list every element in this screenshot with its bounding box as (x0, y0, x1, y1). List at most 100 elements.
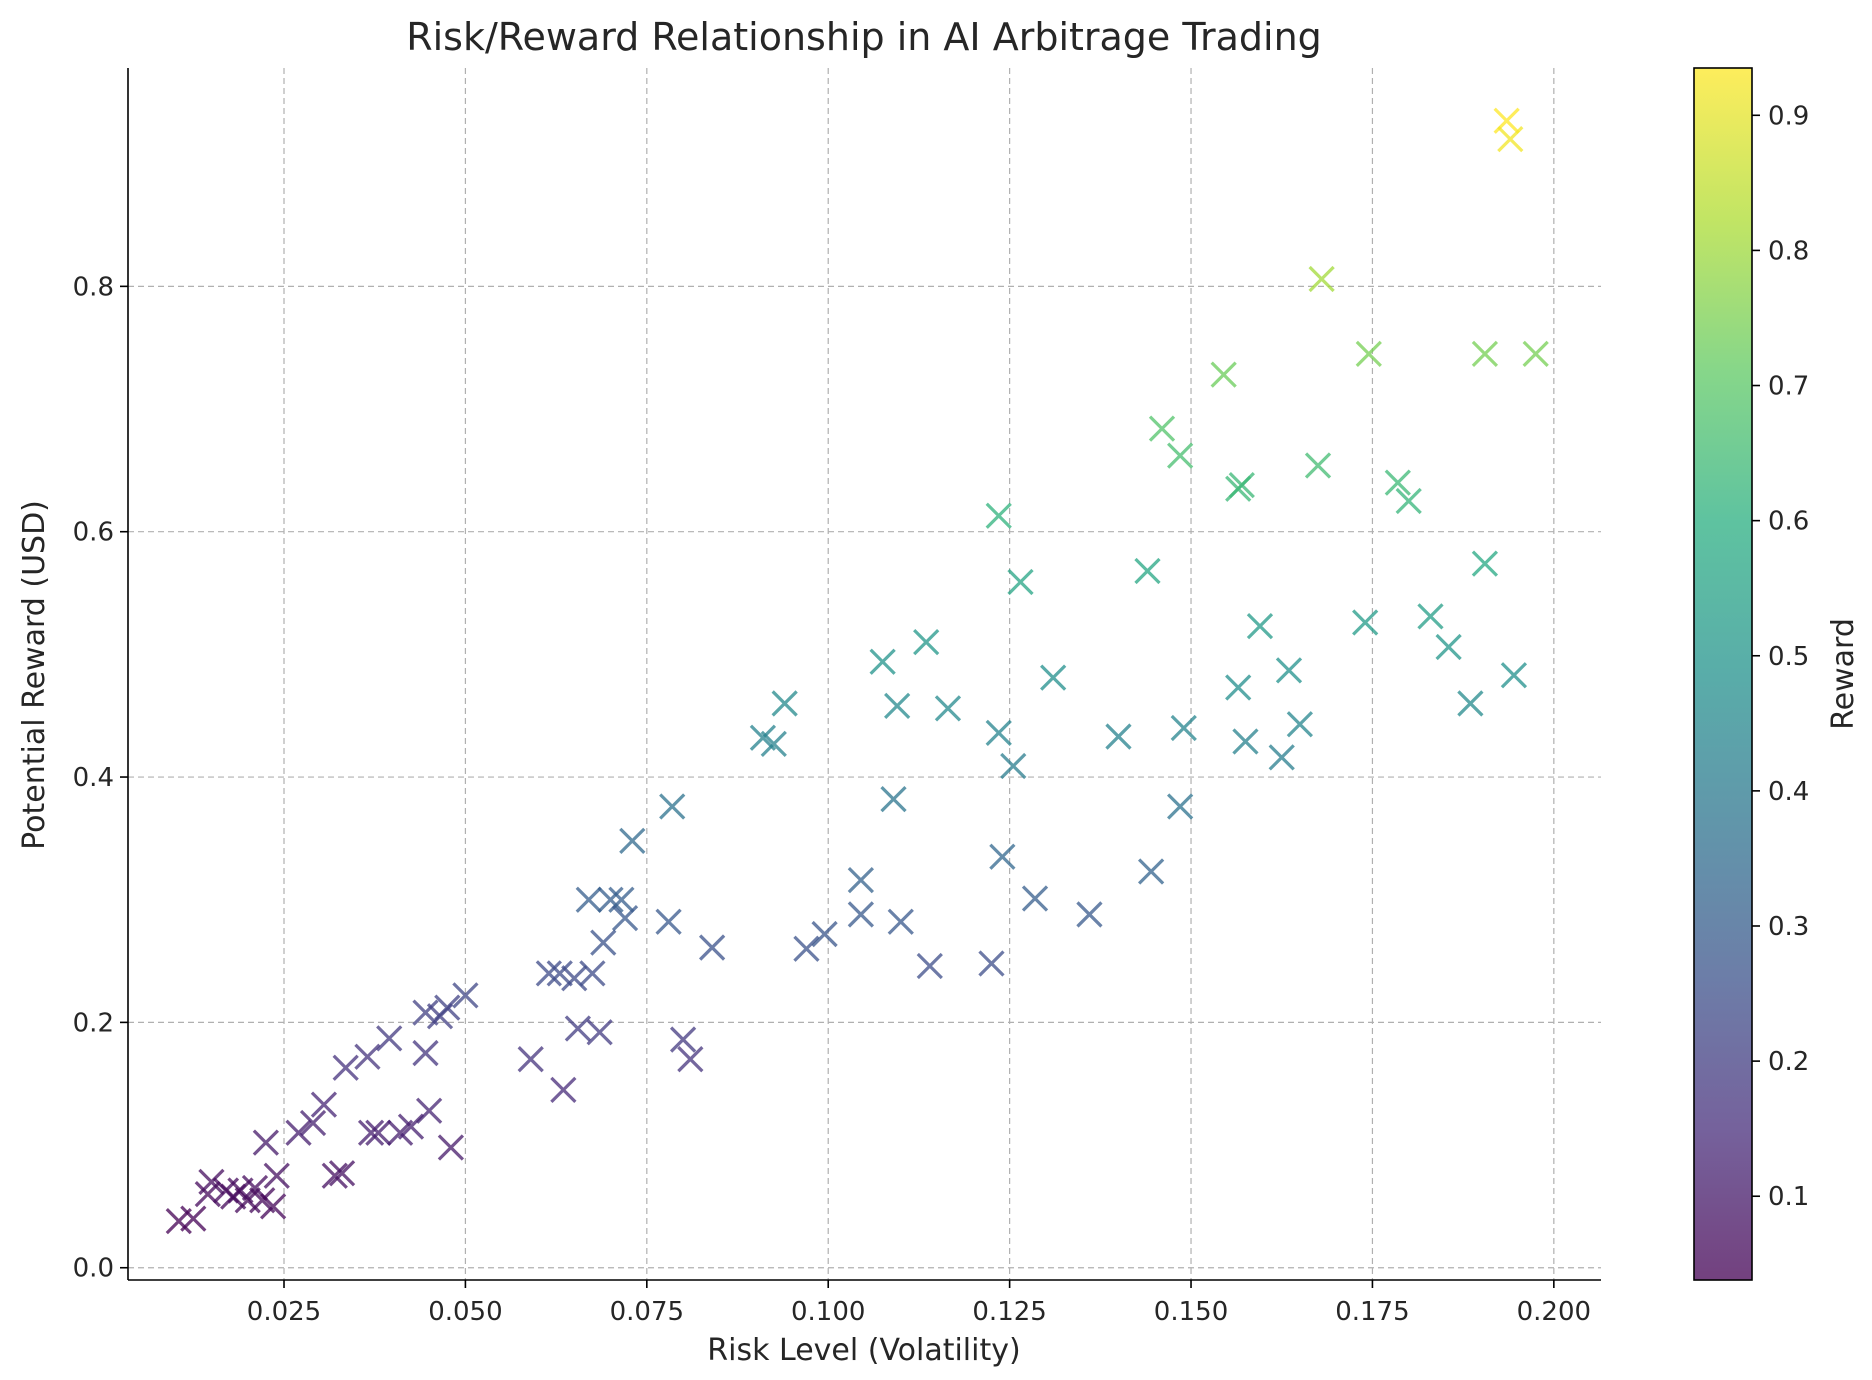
data-point (760, 730, 787, 758)
data-point (1246, 613, 1274, 640)
colorbar-tick-label: 0.6 (1768, 507, 1809, 537)
data-point (1076, 901, 1103, 928)
data-point (437, 1134, 465, 1161)
data-point (1435, 633, 1462, 661)
data-point (1522, 340, 1549, 367)
data-point (1352, 609, 1379, 636)
data-point (655, 908, 682, 935)
data-point (1000, 752, 1027, 780)
x-axis-label: Risk Level (Volatility) (707, 1333, 1020, 1368)
colorbar: 0.1 0.2 0.3 0.4 0.5 0.6 0.7 0.8 0.9 Reward (1693, 67, 1861, 1281)
x-tick-label: 0.100 (791, 1297, 865, 1327)
data-point (1497, 126, 1524, 153)
data-point (357, 1119, 385, 1146)
data-point (310, 1091, 338, 1118)
y-tick-label: 0.4 (73, 763, 114, 793)
data-point (934, 695, 962, 722)
y-tick-label: 0.2 (73, 1008, 114, 1038)
data-point (1384, 469, 1411, 496)
grid-lines (128, 68, 1601, 1280)
data-point (517, 1046, 544, 1073)
colorbar-gradient (1694, 68, 1752, 1280)
colorbar-label: Reward (1826, 618, 1861, 730)
data-point (376, 1025, 403, 1052)
data-point (1471, 550, 1499, 577)
data-point (1040, 664, 1067, 691)
colorbar-tick-label: 0.3 (1768, 912, 1809, 942)
scatter-points (165, 107, 1549, 1235)
data-point (1457, 690, 1484, 717)
colorbar-tick-label: 0.5 (1768, 642, 1809, 672)
x-tick-label: 0.075 (610, 1297, 684, 1327)
data-point (880, 785, 907, 813)
data-point (1500, 662, 1528, 689)
colorbar-tick-label: 0.8 (1768, 236, 1809, 266)
data-point (546, 960, 573, 987)
data-point (1417, 603, 1444, 630)
data-point (1275, 657, 1303, 684)
data-point (354, 1043, 381, 1070)
data-point (1105, 723, 1132, 750)
data-point (1210, 361, 1237, 388)
colorbar-tick-label: 0.4 (1768, 777, 1809, 807)
colorbar-frame (1693, 67, 1753, 1281)
data-point (586, 1019, 613, 1046)
data-point (1167, 442, 1194, 469)
data-point (259, 1193, 287, 1220)
data-point (985, 502, 1012, 529)
y-axis-label: Potential Reward (USD) (17, 500, 52, 850)
data-point (1304, 452, 1332, 479)
data-point (452, 982, 479, 1009)
data-point (771, 690, 798, 717)
data-point (299, 1109, 327, 1137)
data-point (412, 1039, 439, 1067)
data-point (619, 827, 646, 854)
colorbar-tick-label: 0.1 (1768, 1182, 1809, 1212)
x-tick-label: 0.050 (428, 1297, 502, 1327)
data-point (847, 866, 875, 894)
data-point (1148, 415, 1176, 442)
x-tick-label: 0.150 (1154, 1297, 1228, 1327)
y-tick-label: 0.0 (73, 1254, 114, 1284)
data-point (415, 1097, 443, 1124)
data-point (365, 1119, 392, 1146)
x-tick-label: 0.200 (1517, 1297, 1591, 1327)
data-point (285, 1119, 312, 1146)
chart-title: Risk/Reward Relationship in AI Arbitrage… (406, 15, 1322, 59)
data-point (535, 960, 562, 987)
data-point (198, 1168, 225, 1195)
data-point (611, 904, 639, 932)
y-axis-ticks: 0.0 0.2 0.4 0.6 0.8 (73, 272, 128, 1284)
x-axis-ticks: 0.025 0.050 0.075 0.100 0.125 0.150 0.175 0.200 (247, 1280, 1591, 1327)
data-point (1228, 471, 1255, 499)
data-point (677, 1046, 704, 1073)
axes (127, 68, 1601, 1281)
data-point (985, 719, 1012, 747)
data-point (1268, 744, 1295, 771)
x-tick-label: 0.175 (1335, 1297, 1409, 1327)
data-point (550, 1076, 577, 1103)
data-point (1021, 885, 1049, 912)
data-point (564, 1015, 592, 1042)
data-point (793, 935, 820, 962)
x-tick-label: 0.025 (247, 1297, 321, 1327)
data-point (321, 1162, 348, 1189)
data-point (180, 1205, 207, 1232)
data-point (1395, 487, 1422, 515)
data-point (332, 1054, 359, 1081)
data-point (590, 929, 617, 956)
x-tick-label: 0.125 (972, 1297, 1046, 1327)
data-point (263, 1162, 290, 1189)
data-point (1355, 340, 1382, 367)
data-point (916, 952, 943, 980)
data-point (579, 960, 606, 987)
data-point (978, 950, 1005, 977)
data-point (989, 843, 1016, 870)
data-point (847, 901, 875, 928)
data-point (884, 692, 911, 720)
data-point (669, 1026, 697, 1053)
data-point (575, 886, 602, 913)
data-point (1225, 674, 1252, 701)
data-point (1232, 728, 1259, 755)
